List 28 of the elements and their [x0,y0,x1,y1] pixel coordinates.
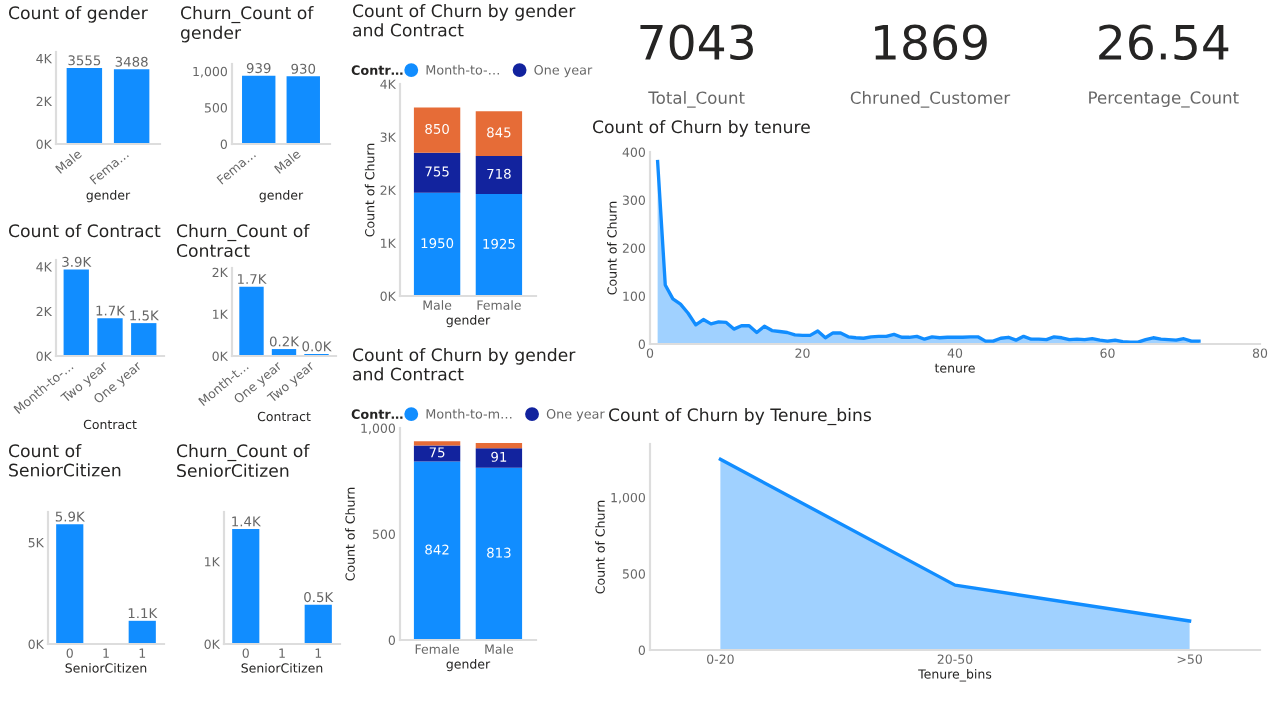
text: Percentage_Count [1089,91,1239,108]
bar [475,193,523,296]
bar [97,318,123,356]
bar [475,448,523,468]
text: Total_Count [648,91,745,108]
chart-title: Count of Churn by tenure [592,120,810,137]
chart-title: Churn_Count of SeniorCitizen [176,444,310,478]
bar [239,286,264,356]
bar [413,192,461,296]
bar [413,107,461,153]
chart-title: Count of Churn by Tenure_bins [608,408,871,426]
text: 1869 [875,24,987,61]
chart-title: Count of gender [8,6,148,23]
chart-title: Count of Churn by gender and Contract [352,348,576,381]
bar [413,152,461,193]
chart-title: Count of SeniorCitizen [8,444,121,477]
bar [475,155,523,194]
text: 7043 [640,24,753,61]
chart-title: Churn_Count of gender [180,6,314,43]
chart-title: Churn_Count of Contract [176,224,310,258]
bar [475,111,523,156]
chart-title: Count of Churn by gender and Contract [352,4,576,37]
bar [475,443,523,449]
text: 26.54 [1099,24,1229,61]
chart-title: Count of Contract [8,224,161,238]
bar [63,269,89,356]
text: Chruned_Customer [850,91,1011,108]
bar [131,323,157,356]
